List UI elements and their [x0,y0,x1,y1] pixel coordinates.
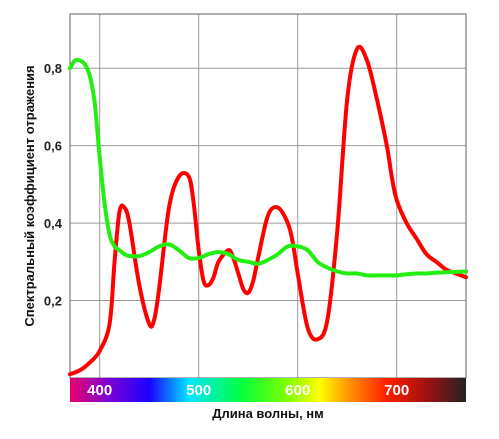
series-layer [68,44,468,377]
y-tick-label-2: 0,6 [44,139,62,154]
y-tick-label-0: 0,2 [44,294,62,309]
x-tick-labels: 400 500 600 700 [87,382,409,399]
x-tick-label-500: 500 [186,382,211,399]
y-tick-labels: 0,2 0,4 0,6 0,8 [44,61,63,308]
x-tick-label-400: 400 [87,382,112,399]
y-tick-label-1: 0,4 [44,216,63,231]
y-tick-label-3: 0,8 [44,61,62,76]
spectrum-bar [70,378,466,402]
y-axis-label: Спектральный коэффициент отражения [22,65,37,326]
x-tick-label-600: 600 [285,382,310,399]
series-line-1 [68,44,468,377]
series-line-2 [68,57,468,278]
x-axis-label: Длина волны, нм [212,406,324,421]
grid [70,14,466,378]
x-tick-label-700: 700 [384,382,409,399]
